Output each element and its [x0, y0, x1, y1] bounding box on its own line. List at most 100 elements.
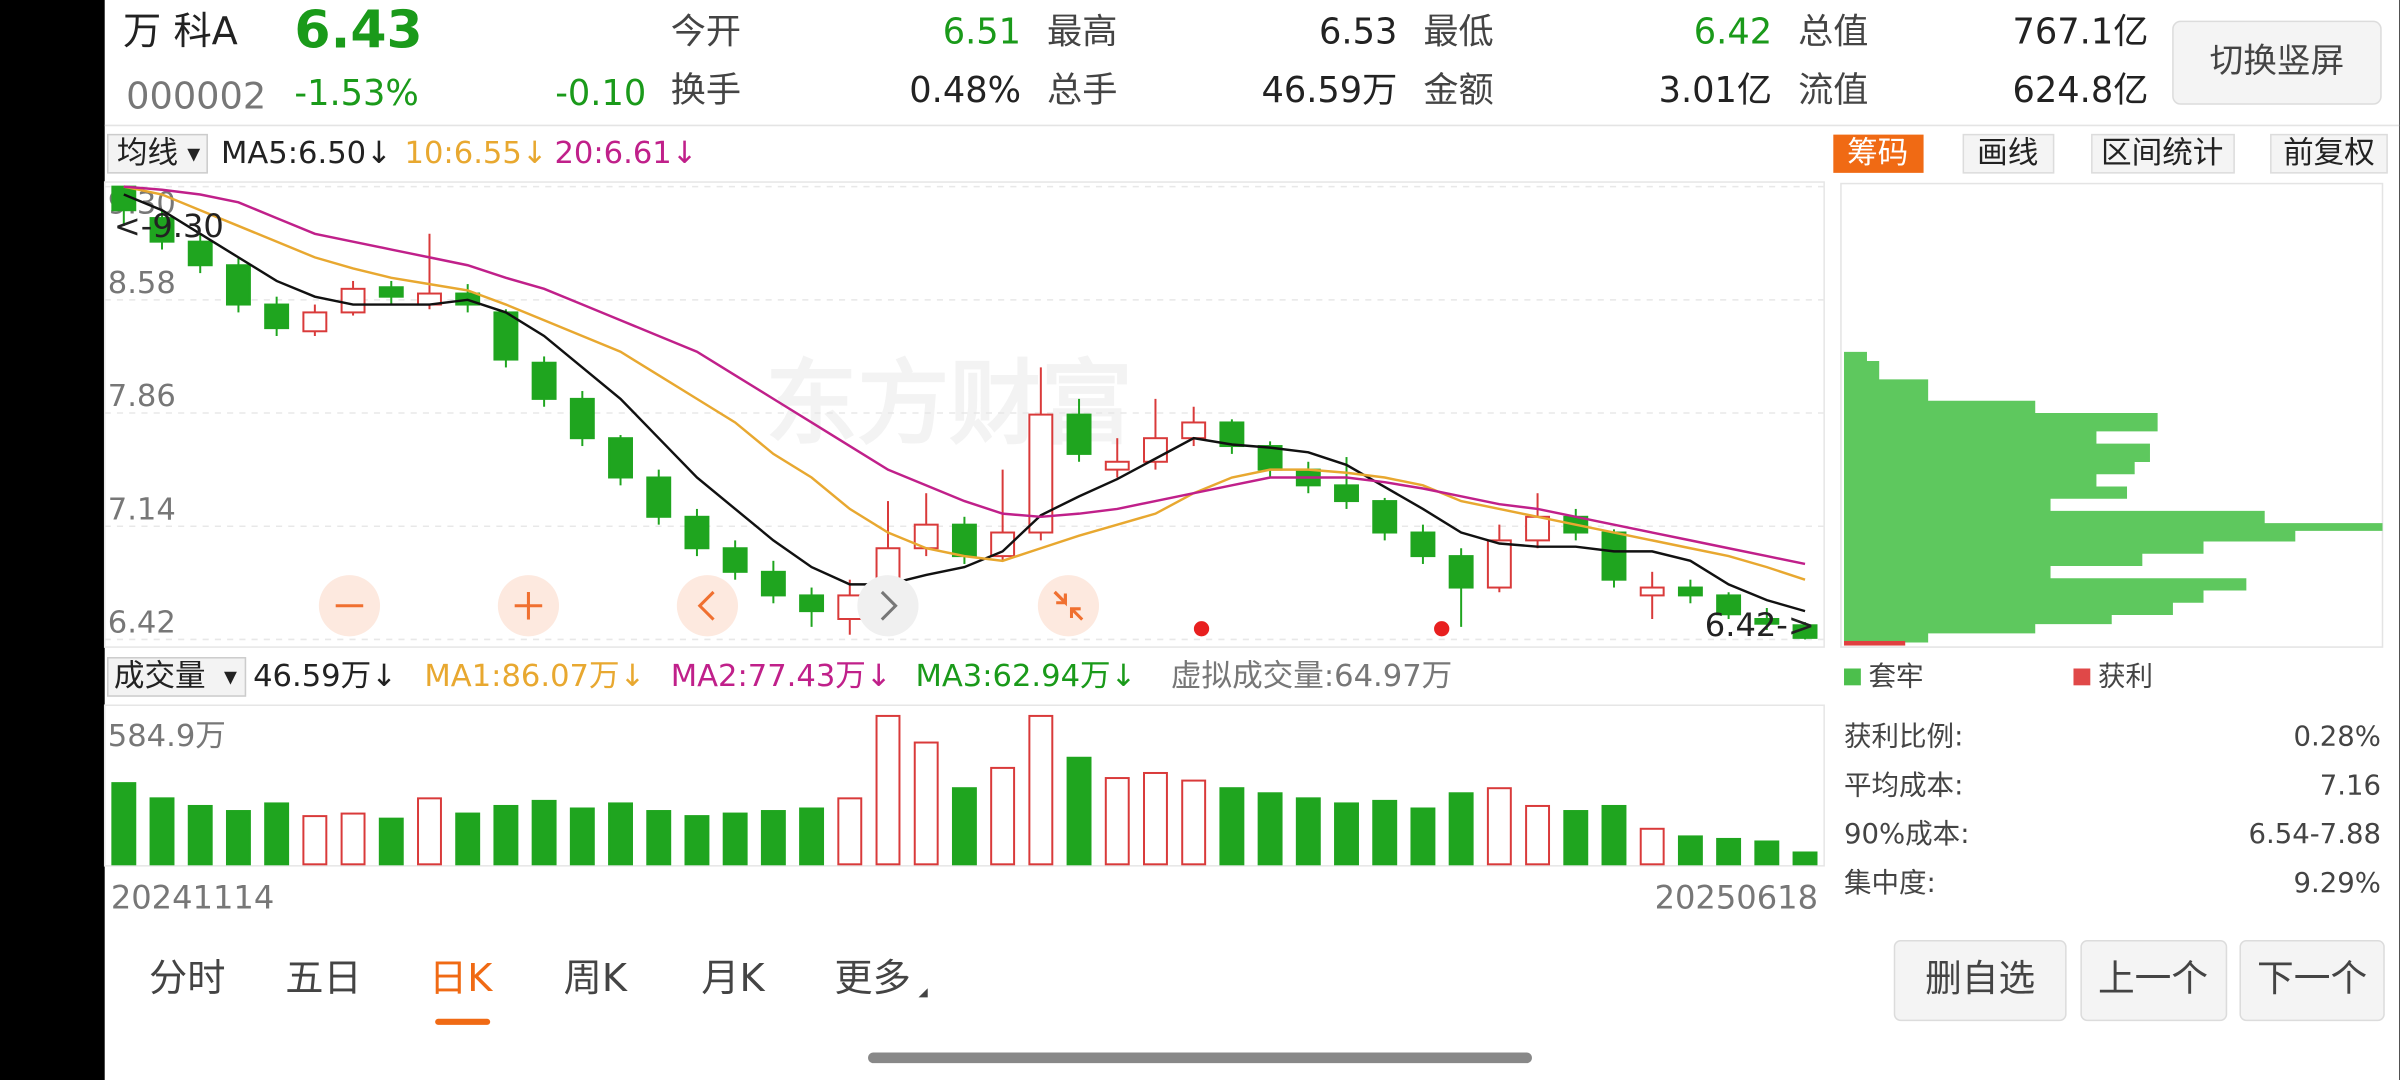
stat-value: 3.01亿: [1659, 70, 1772, 111]
chart-controls: [318, 575, 1450, 637]
volume-bar: [990, 766, 1016, 866]
legend-swatch: [2073, 668, 2091, 686]
volume-bar: [1601, 804, 1627, 866]
period-tab[interactable]: 更多: [834, 957, 910, 1001]
candle-body: [302, 311, 328, 333]
volume-frame: [103, 704, 1825, 867]
action-button[interactable]: [2239, 940, 2385, 1022]
action-button[interactable]: [2080, 940, 2228, 1022]
candle-body: [531, 361, 557, 400]
stat-label: 最低: [1423, 12, 1493, 53]
action-button[interactable]: [1893, 940, 2067, 1022]
volume-bar: [149, 797, 175, 866]
period-tab[interactable]: 分时: [149, 957, 225, 1001]
event-dot: [1193, 621, 1210, 637]
volume-legend-item: MA1:86.07万↓: [424, 659, 645, 694]
ma-selector[interactable]: [106, 133, 208, 174]
volume-tick-label: 584.9万: [108, 719, 226, 754]
stat-value: 6.42: [1694, 12, 1772, 53]
volume-bar: [1181, 779, 1207, 866]
volume-bar: [1525, 804, 1551, 866]
ma-line: [123, 193, 1806, 613]
candle-body: [1601, 531, 1627, 581]
period-tab[interactable]: 日K: [429, 957, 493, 1001]
candle-body: [1525, 515, 1551, 542]
volume-bar: [455, 812, 481, 866]
tool-button[interactable]: [1833, 134, 1924, 173]
volume-bar: [302, 815, 328, 866]
volume-bar: [1028, 714, 1054, 866]
chip-stat-label: 90%成本:: [1844, 818, 1969, 850]
volume-bar: [493, 804, 519, 866]
stat-label: 最高: [1047, 12, 1117, 53]
volume-legend-item: 46.59万↓: [253, 659, 397, 694]
candle-body: [684, 515, 710, 550]
tab-underline: [435, 1018, 491, 1025]
volume-bar: [760, 810, 786, 866]
volume-bar: [569, 807, 595, 866]
stat-value: 624.8亿: [2013, 70, 2149, 111]
home-indicator: [868, 1052, 1532, 1064]
reset-zoom[interactable]: [1037, 575, 1100, 637]
candle-body: [1677, 586, 1703, 597]
volume-bar: [646, 810, 672, 866]
candle-body: [1219, 421, 1245, 448]
candle-body: [1716, 594, 1742, 616]
tool-label: 画线: [1977, 136, 2038, 171]
tool-button[interactable]: [2270, 133, 2388, 174]
candle-body: [340, 287, 366, 314]
side-bar: [0, 0, 105, 1080]
orientation-button[interactable]: [2172, 20, 2382, 105]
chip-stat-label: 平均成本:: [1844, 769, 1963, 801]
volume-bar: [837, 797, 863, 866]
tool-label: 前复权: [2283, 136, 2375, 171]
stat-label: 总手: [1047, 70, 1117, 111]
volume-bar: [913, 741, 939, 866]
volume-bar: [378, 817, 404, 866]
volume-bar: [1486, 787, 1512, 866]
chip-stat-value: 7.16: [2320, 769, 2381, 801]
annotation: 6.42->: [1705, 606, 1815, 644]
candle-body: [1448, 555, 1474, 589]
pan-left[interactable]: [676, 575, 739, 637]
volume-bar: [1563, 810, 1589, 866]
period-tab[interactable]: 月K: [701, 957, 765, 1001]
y-tick-label: 7.14: [108, 492, 176, 527]
legend-label: 套牢: [1868, 661, 1923, 693]
candle-body: [1754, 617, 1780, 625]
candle-body: [1181, 421, 1207, 440]
y-tick-label: 8.58: [108, 266, 176, 301]
more-indicator: [918, 988, 928, 998]
stock-price: 6.43: [294, 1, 422, 61]
chip-stat-label: 集中度:: [1844, 867, 1936, 899]
stat-label: 金额: [1423, 70, 1493, 111]
volume-bar: [951, 787, 977, 866]
stock-name: 万 科A: [123, 10, 238, 54]
volume-bar: [799, 807, 825, 866]
volume-bar: [1104, 777, 1130, 866]
tool-label: 筹码: [1847, 136, 1908, 171]
volume-bar: [1219, 787, 1245, 866]
candle-body: [187, 240, 213, 267]
volume-bar: [1792, 851, 1818, 866]
candle-body: [1639, 586, 1665, 597]
tool-button[interactable]: [2091, 133, 2235, 174]
period-tab[interactable]: 五日: [285, 957, 361, 1001]
volume-bar: [684, 815, 710, 866]
x-tick-label: 20250618: [1655, 878, 1818, 916]
tool-button[interactable]: [1962, 133, 2055, 174]
action-label: 删自选: [1925, 957, 2035, 1000]
volume-bar: [1066, 756, 1092, 866]
candle-body: [264, 303, 290, 330]
volume-selector[interactable]: [106, 657, 247, 697]
volume-bar: [531, 799, 557, 866]
period-tab[interactable]: 周K: [564, 957, 628, 1001]
volume-bar: [1754, 840, 1780, 866]
ma-line: [123, 185, 1806, 566]
pan-right[interactable]: [857, 575, 919, 637]
change-pct: -1.53%: [294, 73, 418, 114]
volume-bar: [1639, 827, 1665, 866]
volume-bar: [608, 802, 633, 866]
volume-bar: [1677, 835, 1703, 866]
